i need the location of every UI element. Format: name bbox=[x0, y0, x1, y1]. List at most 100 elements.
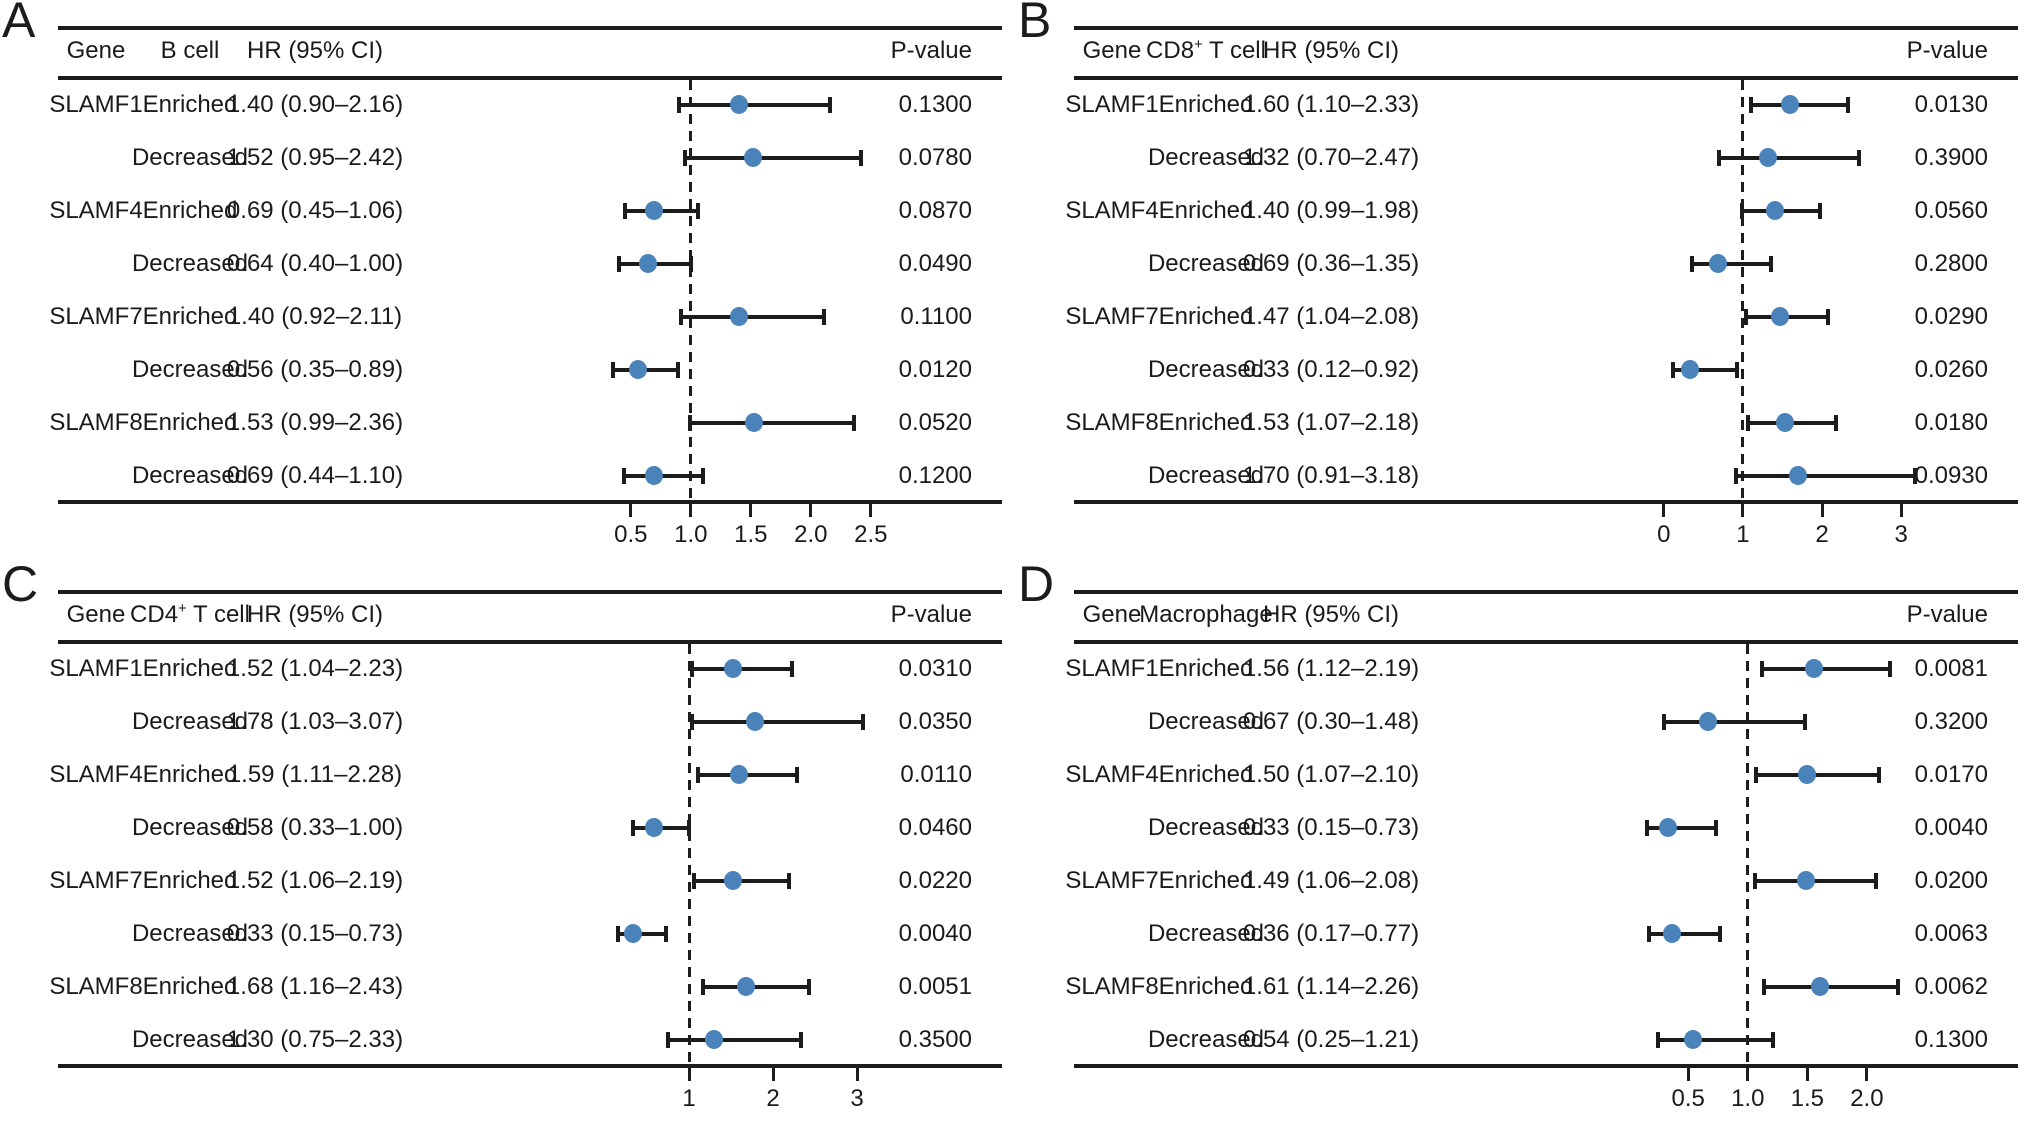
axis-tick-label: 1.0 bbox=[674, 521, 708, 548]
forest-row: Decreased 1.70 (0.91–3.18) 0.0930 bbox=[1016, 449, 2032, 502]
ci-cap-high bbox=[828, 96, 832, 113]
ci-cap-high bbox=[1846, 96, 1851, 113]
col-header-cell-type: Macrophage bbox=[1139, 601, 1273, 628]
forest-row: SLAMF8 Enriched 1.53 (0.99–2.36) 0.0520 bbox=[0, 396, 1016, 449]
ci-cap-high bbox=[688, 255, 693, 272]
group-label: Enriched bbox=[142, 409, 238, 436]
ci-cap-high bbox=[852, 414, 856, 431]
hr-ci-label: 0.54 (0.25–1.21) bbox=[1242, 1026, 1420, 1053]
ci-cap-low bbox=[615, 925, 620, 942]
hr-ci-label: 1.40 (0.90–2.16) bbox=[226, 91, 404, 118]
ci-cap-low bbox=[682, 149, 687, 166]
p-value: 0.0051 bbox=[898, 973, 972, 1000]
group-label: Decreased bbox=[1147, 920, 1265, 947]
ci-cap-high bbox=[1887, 660, 1892, 677]
p-value: 0.0930 bbox=[1914, 462, 1988, 489]
ci-cap-high bbox=[860, 713, 865, 730]
p-value: 0.3900 bbox=[1914, 144, 1988, 171]
hr-ci-label: 1.53 (0.99–2.36) bbox=[226, 409, 404, 436]
forest-row: SLAMF7 Enriched 1.49 (1.06–2.08) 0.0200 bbox=[1016, 854, 2032, 907]
gene-label: SLAMF1 bbox=[49, 655, 143, 682]
ci-cap-high bbox=[822, 308, 826, 325]
axis-tick-label: 1.5 bbox=[734, 521, 768, 548]
hr-ci-label: 0.69 (0.44–1.10) bbox=[226, 462, 404, 489]
forest-row: Decreased 1.52 (0.95–2.42) 0.0780 bbox=[0, 131, 1016, 184]
hr-marker bbox=[745, 413, 764, 432]
panel-letter: D bbox=[1018, 556, 1055, 612]
ci-bar bbox=[681, 314, 824, 319]
col-header-gene: Gene bbox=[66, 37, 126, 64]
forest-row: SLAMF4 Enriched 0.69 (0.45–1.06) 0.0870 bbox=[0, 184, 1016, 237]
table-rule-bottom bbox=[58, 500, 1002, 504]
col-header-p-value: P-value bbox=[890, 601, 972, 628]
forest-row: SLAMF4 Enriched 1.40 (0.99–1.98) 0.0560 bbox=[1016, 184, 2032, 237]
axis-tick-label: 1.0 bbox=[1731, 1085, 1765, 1112]
hr-ci-label: 1.60 (1.10–2.33) bbox=[1242, 91, 1420, 118]
hr-ci-label: 0.56 (0.35–0.89) bbox=[226, 356, 404, 383]
hr-marker bbox=[1798, 765, 1817, 784]
axis-tick bbox=[1899, 504, 1903, 517]
forest-row: Decreased 0.33 (0.12–0.92) 0.0260 bbox=[1016, 343, 2032, 396]
reference-line bbox=[1746, 644, 1750, 1064]
ci-cap-low bbox=[692, 872, 697, 889]
group-label: Enriched bbox=[1158, 761, 1254, 788]
cell-type-superscript: + bbox=[178, 600, 187, 617]
p-value: 0.0130 bbox=[1914, 91, 1988, 118]
hr-marker bbox=[723, 659, 742, 678]
ci-cap-high bbox=[1834, 414, 1839, 431]
reference-line bbox=[1741, 80, 1745, 500]
col-header-p-value: P-value bbox=[1906, 37, 1988, 64]
ci-bar bbox=[1764, 984, 1898, 989]
axis-tick-label: 2 bbox=[1815, 521, 1829, 548]
p-value: 0.0180 bbox=[1914, 409, 1988, 436]
axis-tick bbox=[749, 504, 753, 517]
ci-cap-low bbox=[1754, 766, 1759, 783]
col-header-p-value: P-value bbox=[890, 37, 972, 64]
forest-row: SLAMF1 Enriched 1.52 (1.04–2.23) 0.0310 bbox=[0, 642, 1016, 695]
forest-row: SLAMF4 Enriched 1.50 (1.07–2.10) 0.0170 bbox=[1016, 748, 2032, 801]
ci-cap-low bbox=[1644, 819, 1649, 836]
ci-cap-high bbox=[1874, 872, 1879, 889]
ci-cap-low bbox=[690, 660, 695, 677]
ci-cap-low bbox=[696, 766, 701, 783]
hr-ci-label: 0.69 (0.36–1.35) bbox=[1242, 250, 1420, 277]
cell-type-superscript: + bbox=[1194, 36, 1203, 53]
ci-bar bbox=[1648, 931, 1721, 936]
gene-label: SLAMF8 bbox=[1065, 409, 1159, 436]
ci-bar bbox=[1754, 878, 1877, 883]
ci-cap-high bbox=[1818, 202, 1823, 219]
p-value: 0.0350 bbox=[898, 708, 972, 735]
forest-row: Decreased 1.32 (0.70–2.47) 0.3900 bbox=[1016, 131, 2032, 184]
col-header-gene: Gene bbox=[1082, 37, 1142, 64]
hr-ci-label: 1.70 (0.91–3.18) bbox=[1242, 462, 1420, 489]
p-value: 0.0040 bbox=[1914, 814, 1988, 841]
group-label: Enriched bbox=[1158, 867, 1254, 894]
forest-row: SLAMF8 Enriched 1.61 (1.14–2.26) 0.0062 bbox=[1016, 960, 2032, 1013]
panel-d: D Gene Macrophage HR (95% CI) P-value SLAMF1 E… bbox=[1016, 558, 2032, 1128]
axis-tick-label: 2.0 bbox=[794, 521, 828, 548]
p-value: 0.0310 bbox=[898, 655, 972, 682]
hr-ci-label: 0.33 (0.15–0.73) bbox=[1242, 814, 1420, 841]
hr-ci-label: 1.30 (0.75–2.33) bbox=[226, 1026, 404, 1053]
ci-cap-low bbox=[1744, 308, 1749, 325]
forest-row: Decreased 0.36 (0.17–0.77) 0.0063 bbox=[1016, 907, 2032, 960]
ci-cap-high bbox=[687, 819, 692, 836]
group-label: Enriched bbox=[1158, 973, 1254, 1000]
hr-ci-label: 0.33 (0.12–0.92) bbox=[1242, 356, 1420, 383]
gene-label: SLAMF4 bbox=[1065, 761, 1159, 788]
ci-cap-low bbox=[1748, 96, 1753, 113]
hr-marker bbox=[1683, 1030, 1702, 1049]
table-rule-header bbox=[1074, 76, 2018, 80]
axis-tick bbox=[1805, 1068, 1809, 1081]
axis-tick-label: 2.0 bbox=[1850, 1085, 1884, 1112]
hr-ci-label: 0.36 (0.17–0.77) bbox=[1242, 920, 1420, 947]
ci-cap-low bbox=[1762, 978, 1767, 995]
ci-cap-low bbox=[1752, 872, 1757, 889]
hr-ci-label: 1.40 (0.92–2.11) bbox=[227, 303, 403, 330]
p-value: 0.0062 bbox=[1914, 973, 1988, 1000]
group-label: Decreased bbox=[1147, 356, 1265, 383]
hr-marker bbox=[729, 95, 748, 114]
hr-marker bbox=[737, 977, 756, 996]
gene-label: SLAMF8 bbox=[1065, 973, 1159, 1000]
